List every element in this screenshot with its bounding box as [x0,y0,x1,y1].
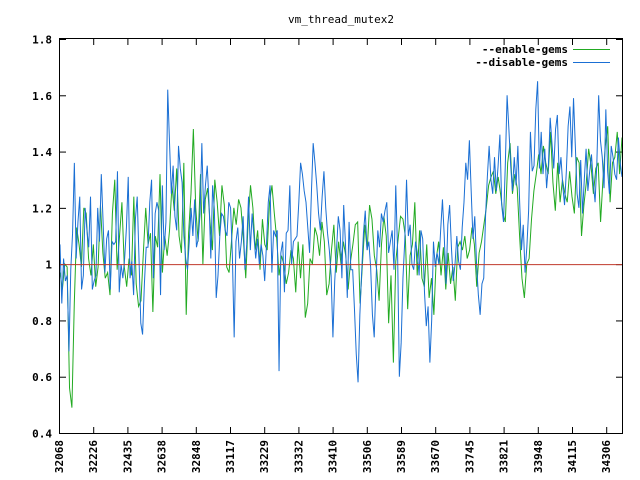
x-tick-label: 32848 [190,440,203,473]
x-tick-label: 33670 [429,440,442,473]
x-tick-label: 33117 [224,440,237,473]
legend-label: --disable-gems [475,56,568,69]
x-tick-label: 33745 [463,440,476,473]
x-tick-label: 33410 [327,440,340,473]
x-axis: 32068 32226 32435 32638 32848 33117 33229 33332… [53,39,613,473]
x-tick-label: 33821 [498,440,511,473]
x-tick-label: 33506 [361,440,374,473]
series-line-1 [59,81,623,383]
y-axis: 0.4 0.6 0.8 1 1.2 1.4 1.6 1.8 [32,34,622,441]
y-tick-label: 1 [45,259,52,272]
x-tick-label: 33948 [532,440,545,473]
plot-frame [59,38,623,434]
y-tick-label: 1.2 [32,202,52,215]
x-tick-label: 34306 [600,440,613,473]
y-tick-label: 0.4 [32,428,52,441]
y-tick-label: 0.8 [32,315,52,328]
y-tick-label: 1.8 [32,34,52,47]
x-tick-label: 33332 [292,440,305,473]
x-tick-label: 33229 [258,440,271,473]
x-tick-label: 34115 [566,440,579,473]
y-tick-label: 0.6 [32,371,52,384]
x-tick-label: 32435 [121,440,134,473]
series-layer [59,81,623,408]
legend-label: --enable-gems [482,43,568,56]
x-tick-label: 32226 [87,440,100,473]
y-tick-label: 1.4 [32,146,52,159]
legend: --enable-gems--disable-gems [475,43,610,69]
x-tick-label: 33589 [395,440,408,473]
y-tick-label: 1.6 [32,90,52,103]
x-tick-label: 32068 [53,440,66,473]
chart-title: vm_thread_mutex2 [288,13,394,26]
x-tick-label: 32638 [156,440,169,473]
